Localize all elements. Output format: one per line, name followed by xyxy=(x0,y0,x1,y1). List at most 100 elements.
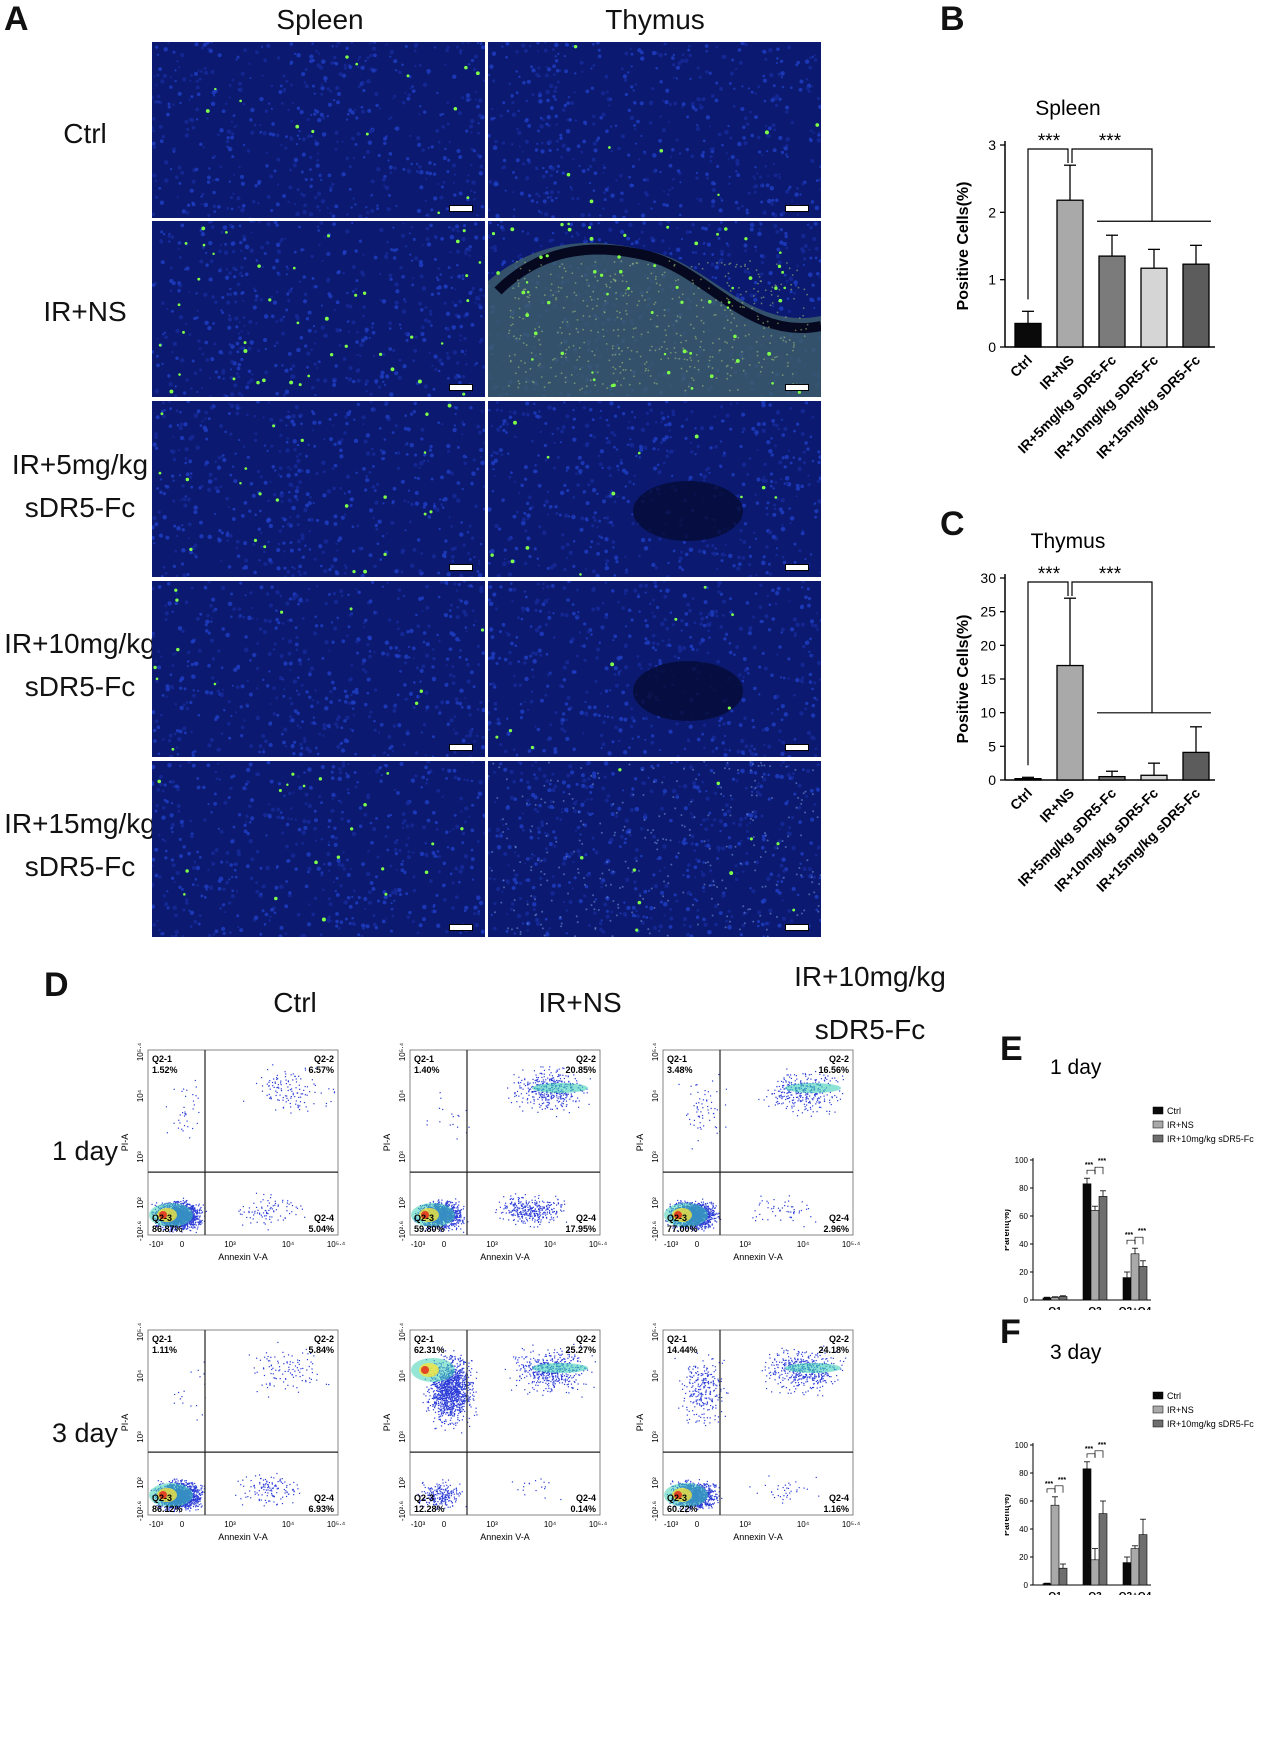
micrograph-image xyxy=(488,221,821,397)
quadrant-value: 1.16% xyxy=(823,1504,849,1514)
significance-label: *** xyxy=(1098,1442,1106,1449)
quadrant-value: 16.56% xyxy=(818,1065,849,1075)
bar xyxy=(1098,1513,1108,1586)
chart-title: Thymus xyxy=(1031,530,1106,553)
chart-title: 1 day xyxy=(1050,1056,1102,1079)
y-tick-label: 10³ xyxy=(398,1151,407,1163)
x-tick-label: 10⁴ xyxy=(282,1240,295,1249)
bar xyxy=(1042,1297,1052,1301)
micrograph-image xyxy=(488,42,821,218)
y-tick-label: -10²·⁶ xyxy=(136,1221,145,1241)
flow-scatter-plot: Q2-11.11% Q2-25.84% Q2-386.12% Q2-46.93% -10… xyxy=(120,1322,346,1542)
scale-bar xyxy=(449,564,473,571)
y-tick-label: 80 xyxy=(1019,1469,1028,1478)
y-tick-label: 10⁵·⁴ xyxy=(398,1042,407,1061)
category-label: Q1 xyxy=(1048,1306,1062,1310)
row-label-ir-ns: IR+NS xyxy=(43,296,127,327)
x-tick-label: 10³ xyxy=(486,1240,498,1249)
x-tick-label: -10³ xyxy=(149,1520,164,1529)
bar xyxy=(1050,1297,1060,1301)
y-axis-label: Parent(%) xyxy=(1005,1209,1011,1251)
micrograph-image xyxy=(152,761,485,937)
x-tick-label: 0 xyxy=(180,1240,185,1249)
x-tick-label: 10⁴ xyxy=(544,1520,557,1529)
y-tick-label: 10⁴ xyxy=(398,1369,407,1382)
quadrant-value: 1.11% xyxy=(152,1345,177,1355)
panel-letter-e: E xyxy=(1000,1030,1023,1068)
x-tick-label: 10³ xyxy=(486,1520,498,1529)
bar xyxy=(1056,664,1084,781)
bar xyxy=(1014,778,1042,781)
significance-bracket xyxy=(1027,581,1211,766)
x-tick-label: 10⁴ xyxy=(797,1520,810,1529)
quadrant-value: 86.87% xyxy=(152,1224,183,1234)
y-tick-label: 10⁴ xyxy=(136,1369,145,1382)
quadrant-label: Q2-3 xyxy=(152,1493,172,1503)
x-tick-label: 10⁴ xyxy=(282,1520,295,1529)
y-tick-label: 10⁴ xyxy=(136,1089,145,1102)
quadrant-label: Q2-2 xyxy=(576,1054,596,1064)
bar xyxy=(1056,199,1084,348)
y-tick-label: 10² xyxy=(651,1477,660,1489)
x-tick-label: 10³ xyxy=(739,1240,751,1249)
x-tick-label: -10³ xyxy=(411,1520,426,1529)
panel-letter-d: D xyxy=(44,966,69,1004)
significance-label: *** xyxy=(1098,1158,1106,1165)
y-tick-label: 20 xyxy=(1019,1268,1028,1277)
y-tick-label: 10³ xyxy=(651,1151,660,1163)
x-tick-label: 0 xyxy=(695,1520,700,1529)
quadrant-value: 6.93% xyxy=(308,1504,334,1514)
y-tick-label: 80 xyxy=(1019,1184,1028,1193)
y-tick-label: 10³ xyxy=(651,1431,660,1443)
quadrant-value: 3.48% xyxy=(667,1065,693,1075)
quadrant-value: 12.28% xyxy=(414,1504,445,1514)
quadrant-value: 62.31% xyxy=(414,1345,445,1355)
x-tick-label: -10³ xyxy=(664,1520,679,1529)
bar xyxy=(1130,1548,1140,1586)
x-tick-label: 0 xyxy=(695,1240,700,1249)
y-tick-label: 10³ xyxy=(136,1151,145,1163)
legend-swatch xyxy=(1152,1391,1164,1400)
quadrant-value: 17.95% xyxy=(565,1224,596,1234)
significance-bracket xyxy=(1086,1450,1104,1458)
x-tick-label: 10⁵·⁴ xyxy=(327,1240,346,1249)
micrograph-image xyxy=(152,581,485,757)
micrograph-image xyxy=(488,581,821,757)
x-tick-label: 0 xyxy=(180,1520,185,1529)
bar xyxy=(1098,775,1126,781)
bar xyxy=(1014,322,1042,348)
y-tick-label: 10⁵·⁴ xyxy=(651,1042,660,1061)
row-label-ir-15: IR+15mg/kg sDR5-Fc xyxy=(4,808,156,883)
bar xyxy=(1050,1504,1060,1586)
bar xyxy=(1090,1559,1100,1586)
quadrant-label: Q2-2 xyxy=(829,1054,849,1064)
quadrant-label: Q2-4 xyxy=(829,1493,849,1503)
bar xyxy=(1182,751,1210,781)
y-tick-label: 10⁴ xyxy=(651,1369,660,1382)
category-label: IR+NS xyxy=(1036,785,1077,826)
x-tick-label: 10⁴ xyxy=(544,1240,557,1249)
flow-scatter-plot: Q2-114.44% Q2-224.18% Q2-360.22% Q2-41.16% -… xyxy=(635,1322,861,1542)
y-tick-label: 10² xyxy=(136,1197,145,1209)
y-tick-label: 10⁵·⁴ xyxy=(398,1322,407,1341)
x-tick-label: 10⁵·⁴ xyxy=(842,1520,861,1529)
three-day-bar-chart: 3 day Parent(%) 0 20 40 60 80 100 Q1 Q3 Q2+Q4 *** **… xyxy=(1005,1341,1254,1595)
quadrant-label: Q2-2 xyxy=(314,1054,334,1064)
y-axis-label: PI-A xyxy=(635,1414,645,1432)
legend-swatch xyxy=(1152,1419,1164,1428)
panel-letter-c: C xyxy=(940,505,965,543)
quadrant-value: 5.04% xyxy=(308,1224,334,1234)
y-tick-label: -10²·⁶ xyxy=(136,1501,145,1521)
category-label: Q3 xyxy=(1088,1591,1102,1595)
x-axis-label: Annexin V-A xyxy=(733,1252,783,1262)
bar xyxy=(1082,1183,1092,1301)
scale-bar xyxy=(449,744,473,751)
y-tick-label: 100 xyxy=(1015,1156,1029,1165)
significance-label: *** xyxy=(1045,1481,1053,1488)
y-tick-label: 10³ xyxy=(136,1431,145,1443)
scale-bar xyxy=(449,384,473,391)
quadrant-label: Q2-4 xyxy=(576,1493,596,1503)
significance-label: *** xyxy=(1085,1162,1093,1169)
significance-label: *** xyxy=(1138,1228,1146,1235)
